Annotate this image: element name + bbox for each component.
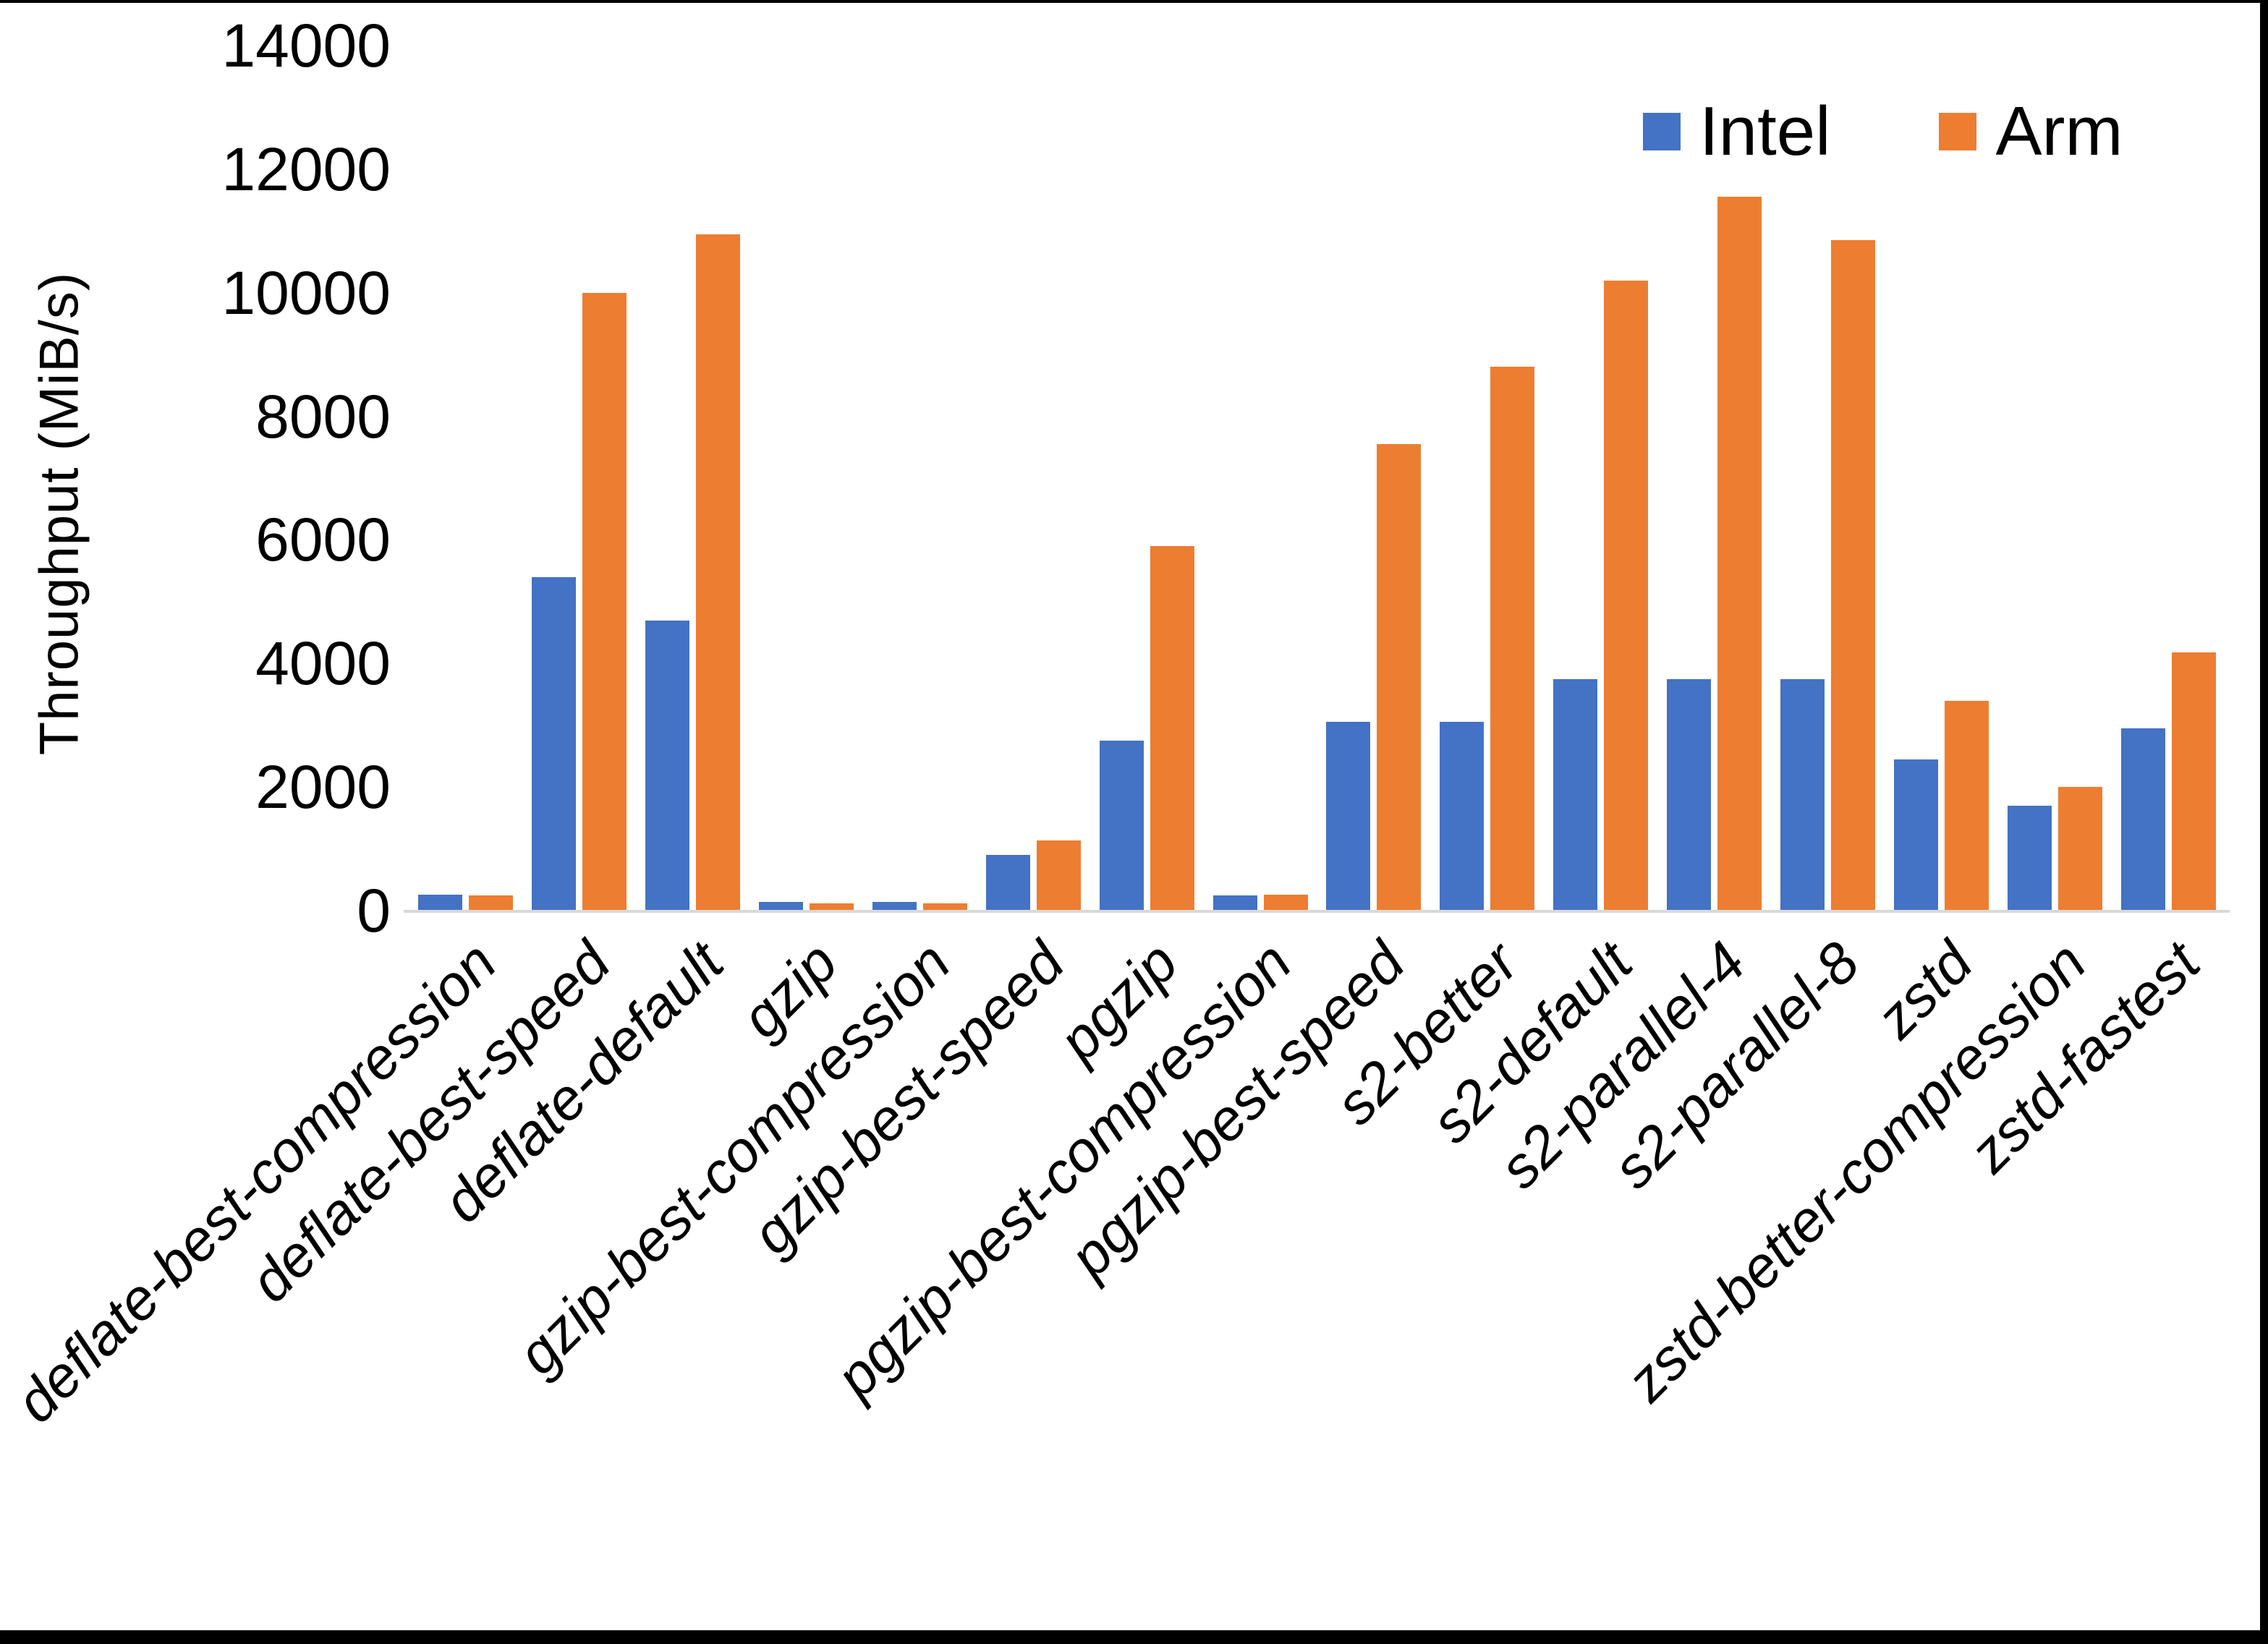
bar-intel-zstd-fastest — [2121, 728, 2166, 911]
legend-item-intel: Intel — [1643, 97, 1830, 166]
category-group: gzip-best-speed — [739, 46, 1090, 1266]
bar-intel-s2-default — [1553, 678, 1598, 911]
bar-arm-deflate-default — [695, 234, 740, 911]
category-group: deflate-best-compression — [4, 46, 522, 1435]
bar-arm-gzip — [809, 903, 854, 911]
bars-area: deflate-best-compression deflate-best-spe… — [4, 46, 2225, 1435]
y-tick-label: 14000 — [221, 12, 391, 80]
bar-arm-zstd-better-compression — [2058, 787, 2103, 911]
y-tick-label: 6000 — [255, 506, 391, 574]
bar-arm-pgzip — [1150, 545, 1194, 911]
bar-intel-deflate-default — [645, 620, 689, 911]
bar-arm-s2-parallel-4 — [1717, 197, 1762, 911]
category-group: zstd — [1864, 46, 1998, 1050]
y-tick-label: 2000 — [255, 753, 391, 822]
bar-arm-s2-default — [1604, 280, 1649, 911]
frame-border-right — [2260, 0, 2268, 1644]
bar-arm-deflate-best-compression — [468, 895, 513, 911]
bar-intel-pgzip-best-compression — [1212, 895, 1257, 911]
bar-arm-s2-parallel-8 — [1831, 240, 1876, 911]
bar-arm-pgzip-best-speed — [1377, 444, 1422, 911]
category-group: gzip — [729, 46, 863, 1050]
bar-intel-pgzip — [1099, 741, 1144, 911]
bar-intel-gzip-best-compression — [872, 902, 917, 911]
bar-arm-gzip-best-compression — [922, 903, 967, 911]
legend-label-arm: Arm — [1995, 93, 2123, 170]
bar-arm-pgzip-best-compression — [1263, 894, 1308, 911]
bar-arm-gzip-best-speed — [1036, 840, 1081, 911]
bar-arm-s2-better — [1490, 367, 1535, 911]
y-axis-ticks: 14000 12000 10000 8000 6000 4000 2000 0 — [0, 15, 391, 941]
bar-arm-zstd — [1945, 700, 1989, 911]
bar-intel-gzip-best-speed — [985, 855, 1030, 911]
category-group: pgzip-best-compression — [823, 46, 1317, 1410]
category-group: pgzip — [1046, 46, 1204, 1073]
legend-swatch-arm — [1939, 113, 1977, 150]
bar-intel-deflate-best-speed — [531, 576, 576, 911]
bar-intel-s2-better — [1440, 722, 1485, 911]
bar-intel-zstd-better-compression — [2008, 805, 2052, 911]
bar-arm-zstd-fastest — [2172, 652, 2217, 911]
category-group: s2-default — [1419, 46, 1657, 1155]
category-group: s2-parallel-8 — [1600, 46, 1885, 1201]
frame-border-bottom — [0, 1630, 2268, 1644]
legend: Intel Arm — [1643, 97, 2123, 166]
category-group: deflate-default — [430, 46, 749, 1235]
category-group: pgzip-best-speed — [1057, 46, 1431, 1289]
category-group: deflate-best-speed — [237, 46, 636, 1314]
category-group: zstd-better-compression — [1614, 46, 2112, 1413]
category-group: gzip-best-compression — [506, 46, 977, 1387]
y-tick-label: 0 — [357, 877, 391, 945]
bar-intel-s2-parallel-8 — [1780, 678, 1825, 911]
bar-intel-s2-parallel-4 — [1667, 678, 1712, 911]
y-tick-label: 4000 — [255, 629, 391, 698]
bar-intel-zstd — [1894, 759, 1939, 911]
category-group: zstd-fastest — [1957, 46, 2225, 1185]
bar-intel-pgzip-best-speed — [1326, 722, 1371, 911]
frame-border-top — [0, 0, 2268, 3]
legend-label-intel: Intel — [1699, 93, 1831, 170]
x-category-label: deflate-best-compression — [3, 929, 509, 1435]
bar-intel-gzip — [758, 902, 803, 911]
legend-swatch-intel — [1643, 113, 1681, 150]
bar-intel-deflate-best-compression — [417, 894, 462, 911]
legend-item-arm: Arm — [1939, 97, 2123, 166]
y-tick-label: 8000 — [255, 382, 391, 451]
category-group: s2-parallel-4 — [1487, 46, 1771, 1201]
category-group: s2-better — [1323, 46, 1544, 1137]
y-tick-label: 12000 — [221, 135, 391, 203]
x-axis-line — [404, 910, 2230, 913]
bar-arm-deflate-best-speed — [582, 292, 627, 911]
y-tick-label: 10000 — [221, 258, 391, 327]
